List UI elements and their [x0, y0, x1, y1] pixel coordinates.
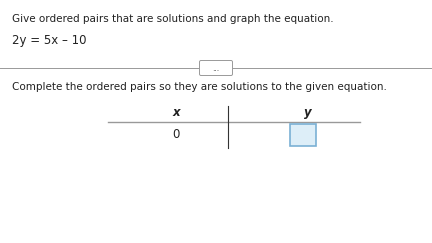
Bar — [290, 124, 316, 146]
Text: 2y = 5x – 10: 2y = 5x – 10 — [12, 34, 86, 47]
Text: x: x — [172, 105, 180, 119]
Text: y: y — [304, 105, 312, 119]
Text: Complete the ordered pairs so they are solutions to the given equation.: Complete the ordered pairs so they are s… — [12, 82, 387, 92]
Text: 0: 0 — [172, 128, 180, 140]
Text: ...: ... — [213, 63, 219, 72]
FancyBboxPatch shape — [200, 61, 232, 76]
Text: Give ordered pairs that are solutions and graph the equation.: Give ordered pairs that are solutions an… — [12, 14, 334, 24]
